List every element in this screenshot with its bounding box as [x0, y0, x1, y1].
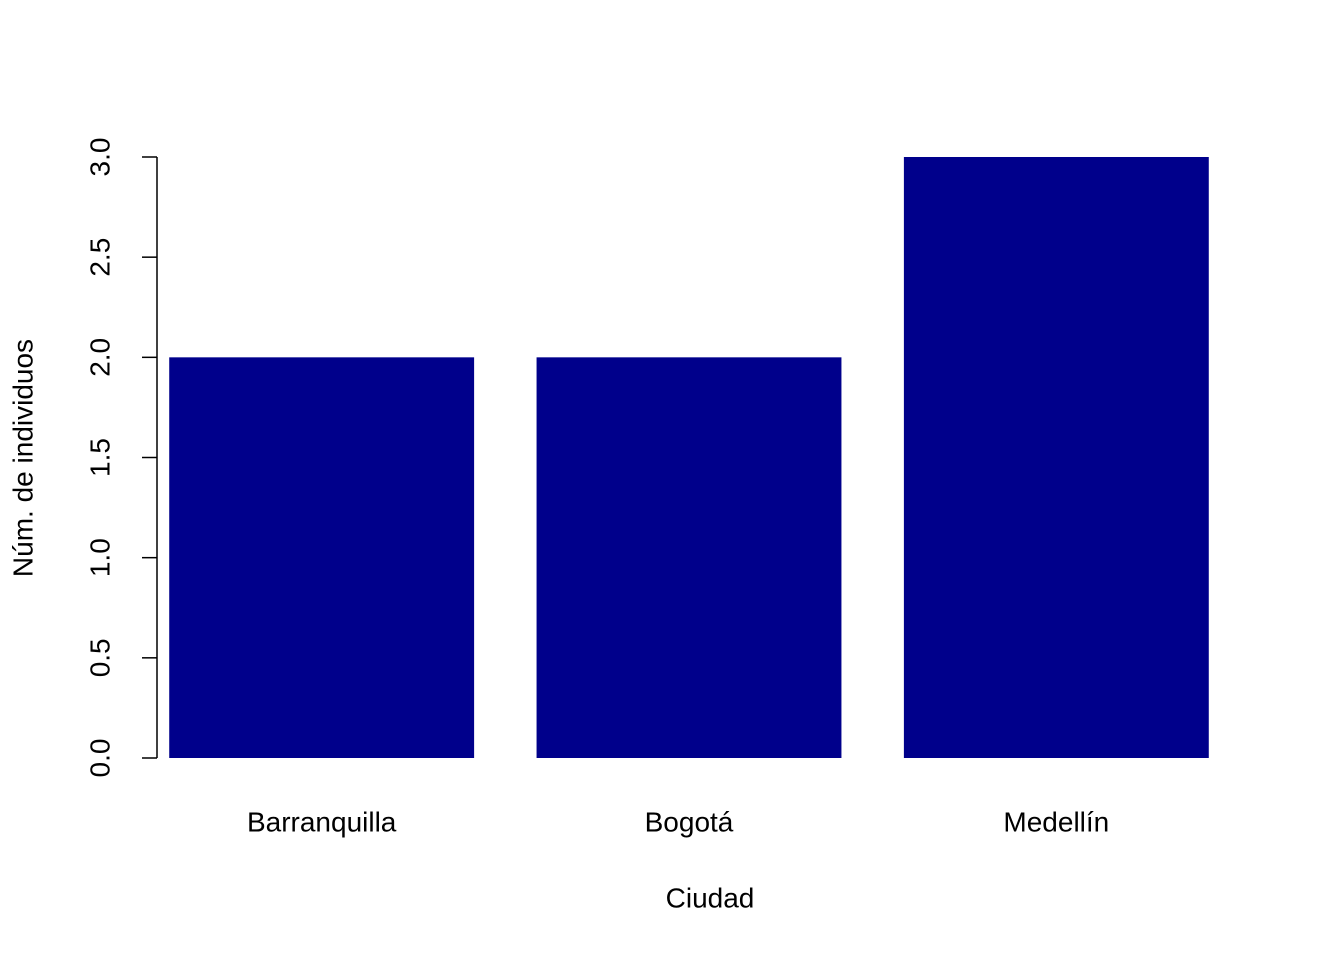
- bar: [536, 357, 842, 758]
- y-tick-label: 2.0: [84, 338, 115, 377]
- bar: [169, 357, 475, 758]
- x-tick-label: Bogotá: [645, 806, 734, 837]
- y-tick-label: 0.0: [84, 739, 115, 778]
- bar: [903, 157, 1209, 758]
- y-tick-label: 1.0: [84, 538, 115, 577]
- y-tick-label: 0.5: [84, 638, 115, 677]
- y-tick-label: 3.0: [84, 138, 115, 177]
- y-tick-label: 1.5: [84, 438, 115, 477]
- x-axis-label: Ciudad: [666, 882, 755, 913]
- y-tick-label: 2.5: [84, 238, 115, 277]
- x-tick-label: Medellín: [1003, 806, 1109, 837]
- y-axis-label: Núm. de individuos: [7, 339, 38, 577]
- x-tick-label: Barranquilla: [247, 806, 397, 837]
